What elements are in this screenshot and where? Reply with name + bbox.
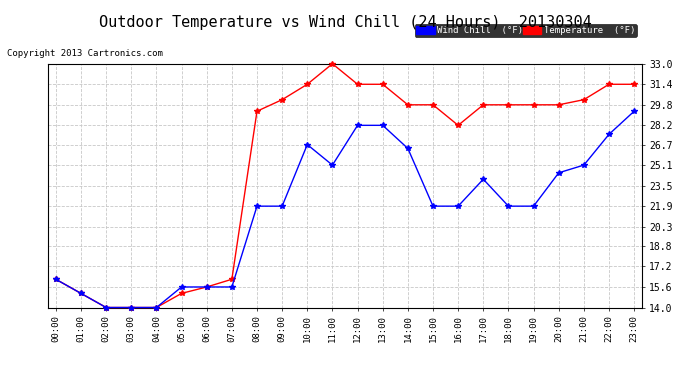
Text: Copyright 2013 Cartronics.com: Copyright 2013 Cartronics.com bbox=[7, 49, 163, 58]
Legend: Wind Chill  (°F), Temperature  (°F): Wind Chill (°F), Temperature (°F) bbox=[415, 24, 637, 37]
Text: Outdoor Temperature vs Wind Chill (24 Hours)  20130304: Outdoor Temperature vs Wind Chill (24 Ho… bbox=[99, 15, 591, 30]
